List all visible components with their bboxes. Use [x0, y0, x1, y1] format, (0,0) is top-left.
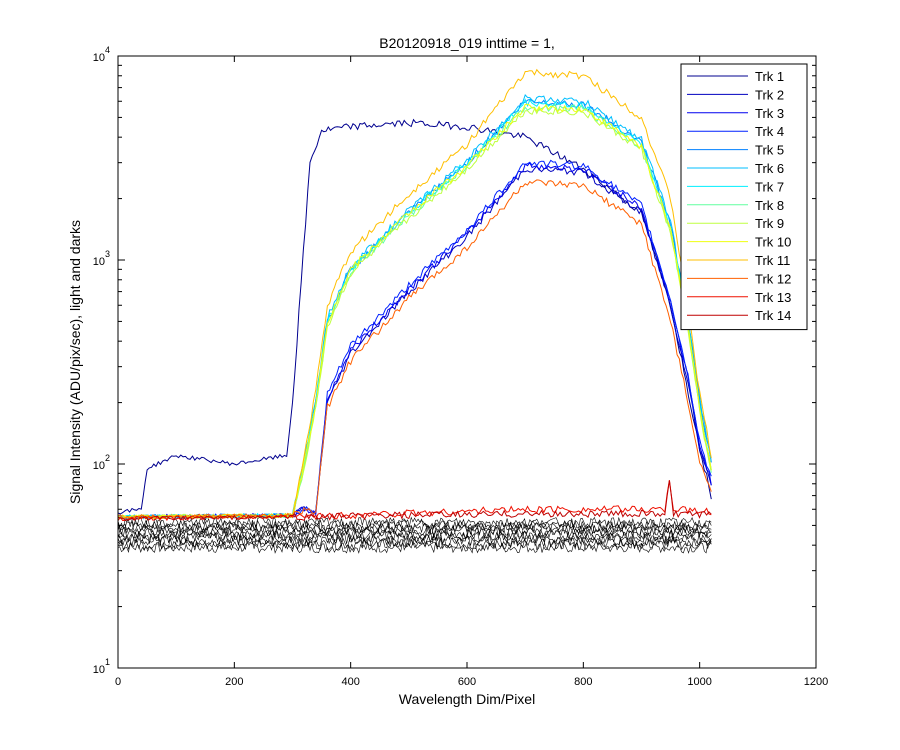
y-axis-ticks: 101 102 103 104: [93, 45, 816, 676]
y-axis-label: Signal Intensity (ADU/pix/sec), light an…: [67, 220, 83, 504]
legend-label: Trk 11: [755, 253, 790, 268]
legend-label: Trk 12: [755, 271, 791, 286]
series-line-trk-1: [118, 118, 712, 515]
x-tick-label: 400: [341, 676, 359, 688]
x-axis-ticks: 0 200 400 600 800 1000 1200: [115, 56, 828, 688]
dark-frame-trace: [118, 538, 712, 551]
y-tick-label: 103: [93, 249, 110, 268]
legend-label: Trk 4: [755, 124, 784, 139]
legend-label: Trk 5: [755, 143, 784, 158]
y-tick-label: 102: [93, 453, 110, 472]
dark-frame-trace: [118, 541, 712, 554]
legend-label: Trk 7: [755, 179, 784, 194]
x-tick-label: 0: [115, 676, 121, 688]
legend-label: Trk 13: [755, 290, 791, 305]
x-tick-label: 200: [225, 676, 243, 688]
series-line-trk-13: [118, 480, 712, 522]
legend-label: Trk 14: [755, 308, 791, 323]
x-tick-label: 1000: [687, 676, 711, 688]
chart-title: B20120918_019 inttime = 1,: [379, 35, 555, 51]
dark-frame-trace: [118, 526, 712, 540]
x-tick-label: 1200: [804, 676, 828, 688]
dark-frame-trace: [118, 535, 712, 548]
x-axis-label: Wavelength Dim/Pixel: [399, 691, 535, 707]
series-line-trk-14: [118, 480, 712, 521]
dark-frame-trace: [118, 521, 712, 535]
legend-label: Trk 9: [755, 216, 784, 231]
dark-frame-trace: [118, 519, 712, 532]
legend-label: Trk 8: [755, 198, 784, 213]
legend-label: Trk 6: [755, 161, 784, 176]
y-tick-label: 101: [93, 657, 110, 676]
legend-label: Trk 2: [755, 87, 784, 102]
x-tick-label: 600: [458, 676, 476, 688]
legend: Trk 1 Trk 2 Trk 3 Trk 4 Trk 5 Trk 6 Trk 7 Trk 8…: [680, 63, 808, 331]
x-tick-label: 800: [574, 676, 592, 688]
series-lines: [118, 68, 712, 522]
y-tick-label: 104: [93, 45, 110, 64]
dark-frame-trace: [118, 516, 712, 529]
dark-frames-band: [118, 516, 712, 554]
legend-label: Trk 1: [755, 69, 784, 84]
legend-label: Trk 3: [755, 106, 784, 121]
legend-box: [680, 63, 808, 331]
legend-label: Trk 10: [755, 235, 791, 250]
